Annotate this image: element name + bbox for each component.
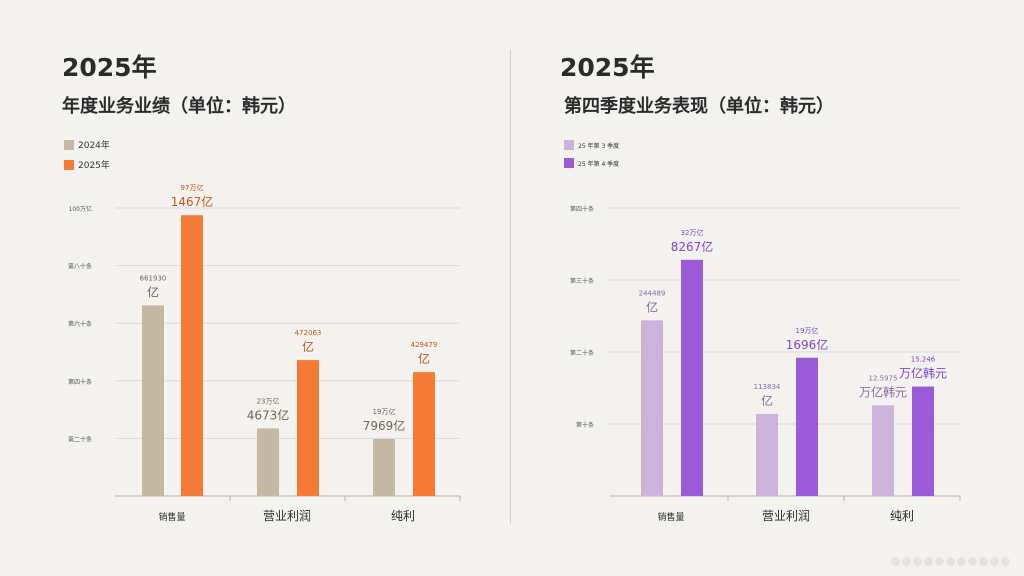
legend-item-q4: 25 年第 4 季度 <box>564 158 619 168</box>
legend-swatch-2025 <box>64 159 74 170</box>
data-label-small: 32万亿 <box>681 228 704 237</box>
data-label-large: 4673亿 <box>247 407 290 422</box>
data-label-large: 亿 <box>147 284 159 299</box>
legend-label-2025: 2025年 <box>78 161 110 171</box>
bar <box>912 386 934 496</box>
data-label-small: 12.5975 <box>869 374 898 382</box>
data-label-small: 244489 <box>639 289 666 297</box>
y-tick-label: 第十条 <box>576 421 594 429</box>
y-tick-label: 第八十条 <box>68 263 92 271</box>
bar <box>796 357 818 496</box>
right-year-title: 2025年 <box>560 53 655 82</box>
bar <box>413 372 435 496</box>
data-label-small: 19万亿 <box>796 326 819 335</box>
legend-item-2025: 2025年 <box>64 158 110 171</box>
y-tick-label: 第三十条 <box>570 277 594 285</box>
data-label-large: 8267亿 <box>671 239 714 254</box>
footer-dots <box>891 557 1010 566</box>
data-label-small: 661930 <box>140 274 167 282</box>
data-label-small: 97万亿 <box>181 183 204 192</box>
x-category-label: 销售量 <box>158 511 185 523</box>
data-label-large: 1696亿 <box>786 337 829 352</box>
left-panel: 2025年 年度业务业绩（单位：韩元） 2024年 2025年 <box>0 0 510 576</box>
right-panel: 2025年 第四季度业务表现（单位：韩元） 25 年第 3 季度 25 年第 4… <box>512 0 1024 576</box>
data-label-small: 429479 <box>411 341 438 349</box>
x-category-label: 营业利润 <box>263 509 311 523</box>
data-label-large: 亿 <box>761 393 773 408</box>
legend-swatch-q3 <box>564 140 574 150</box>
bar <box>181 215 203 496</box>
data-label-large: 1467亿 <box>171 194 214 209</box>
right-subtitle: 第四季度业务表现（单位：韩元） <box>564 96 834 117</box>
x-category-label: 纯利 <box>890 509 914 523</box>
data-label-small: 23万亿 <box>257 396 280 405</box>
bar <box>756 413 778 496</box>
legend-item-q3: 25 年第 3 季度 <box>564 140 619 150</box>
legend-label-2024: 2024年 <box>78 141 110 151</box>
legend-swatch-q4 <box>564 158 574 168</box>
legend-label-q3: 25 年第 3 季度 <box>578 142 620 150</box>
data-label-small: 19万亿 <box>373 407 396 416</box>
data-label-small: 15.246 <box>911 356 936 364</box>
y-tick-label: 100万亿 <box>69 205 92 213</box>
y-tick-label: 第六十条 <box>68 320 92 328</box>
bar <box>373 438 395 496</box>
bar <box>872 405 894 496</box>
data-label-small: 113834 <box>754 383 781 391</box>
legend-item-2024: 2024年 <box>64 138 110 151</box>
data-label-large: 亿 <box>302 339 314 354</box>
data-label-small: 472063 <box>295 329 322 337</box>
legend-swatch-2024 <box>64 139 74 150</box>
data-label-large: 万亿韩元 <box>859 384 907 399</box>
y-tick-label: 第二十条 <box>68 435 92 443</box>
y-tick-label: 第四十条 <box>570 205 594 213</box>
x-category-label: 营业利润 <box>762 509 810 523</box>
legend-label-q4: 25 年第 4 季度 <box>578 160 620 168</box>
bar <box>142 305 164 496</box>
data-label-large: 7969亿 <box>363 418 406 433</box>
data-label-large: 万亿韩元 <box>899 366 947 381</box>
x-category-label: 销售量 <box>657 511 684 523</box>
x-category-label: 纯利 <box>391 509 415 523</box>
bar <box>257 428 279 496</box>
left-year-title: 2025年 <box>62 53 157 82</box>
y-tick-label: 第四十条 <box>68 378 92 386</box>
left-subtitle: 年度业务业绩（单位：韩元） <box>62 96 296 117</box>
panel-divider <box>510 50 511 524</box>
data-label-large: 亿 <box>646 299 658 314</box>
y-tick-label: 第二十条 <box>570 349 594 357</box>
bar <box>297 360 319 496</box>
bar <box>641 320 663 496</box>
data-label-large: 亿 <box>418 351 430 366</box>
bar <box>681 259 703 496</box>
